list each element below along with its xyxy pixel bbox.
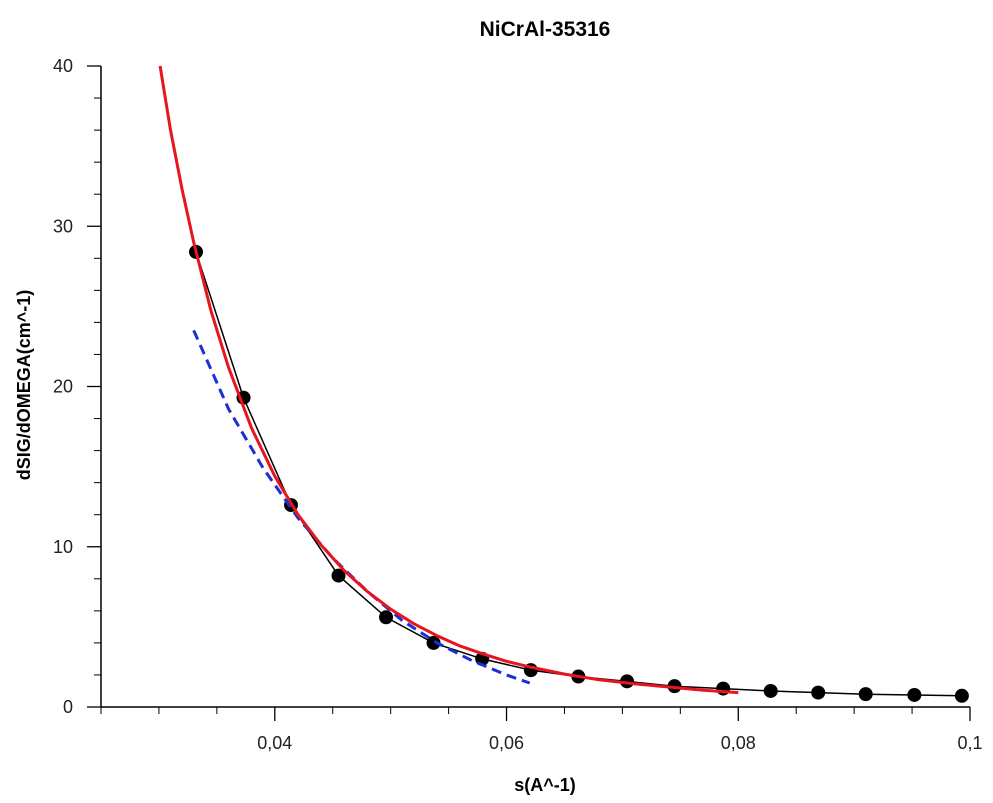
data-series-line: [195, 251, 962, 697]
chart-title: NiCrAl-35316: [480, 18, 611, 41]
data-point: [379, 610, 394, 625]
y-tick-label: 30: [53, 216, 73, 236]
x-tick-label: 0,06: [489, 733, 524, 753]
axes: 0,04 0,06 0,08 0,1 0 10 20 30 40: [53, 56, 983, 753]
plot-area: [158, 65, 969, 703]
data-point: [858, 687, 873, 702]
fit-curve-dashed: [192, 329, 531, 685]
data-point: [907, 687, 922, 702]
data-point: [426, 635, 441, 650]
y-axis-label: dSIG/dOMEGA(cm^-1): [14, 290, 34, 481]
x-tick-label: 0,04: [257, 733, 292, 753]
x-axis-label: s(A^-1): [514, 775, 576, 795]
data-point: [331, 568, 346, 583]
y-tick-label: 20: [53, 377, 73, 397]
y-tick-label: 40: [53, 56, 73, 76]
data-point: [763, 683, 778, 698]
x-tick-label: 0,1: [957, 733, 982, 753]
data-point: [811, 685, 826, 700]
y-tick-label: 10: [53, 537, 73, 557]
x-tick-label: 0,08: [721, 733, 756, 753]
fit-curve-solid: [158, 65, 739, 695]
data-point: [954, 688, 969, 703]
data-point: [716, 681, 731, 696]
y-tick-label: 0: [63, 697, 73, 717]
